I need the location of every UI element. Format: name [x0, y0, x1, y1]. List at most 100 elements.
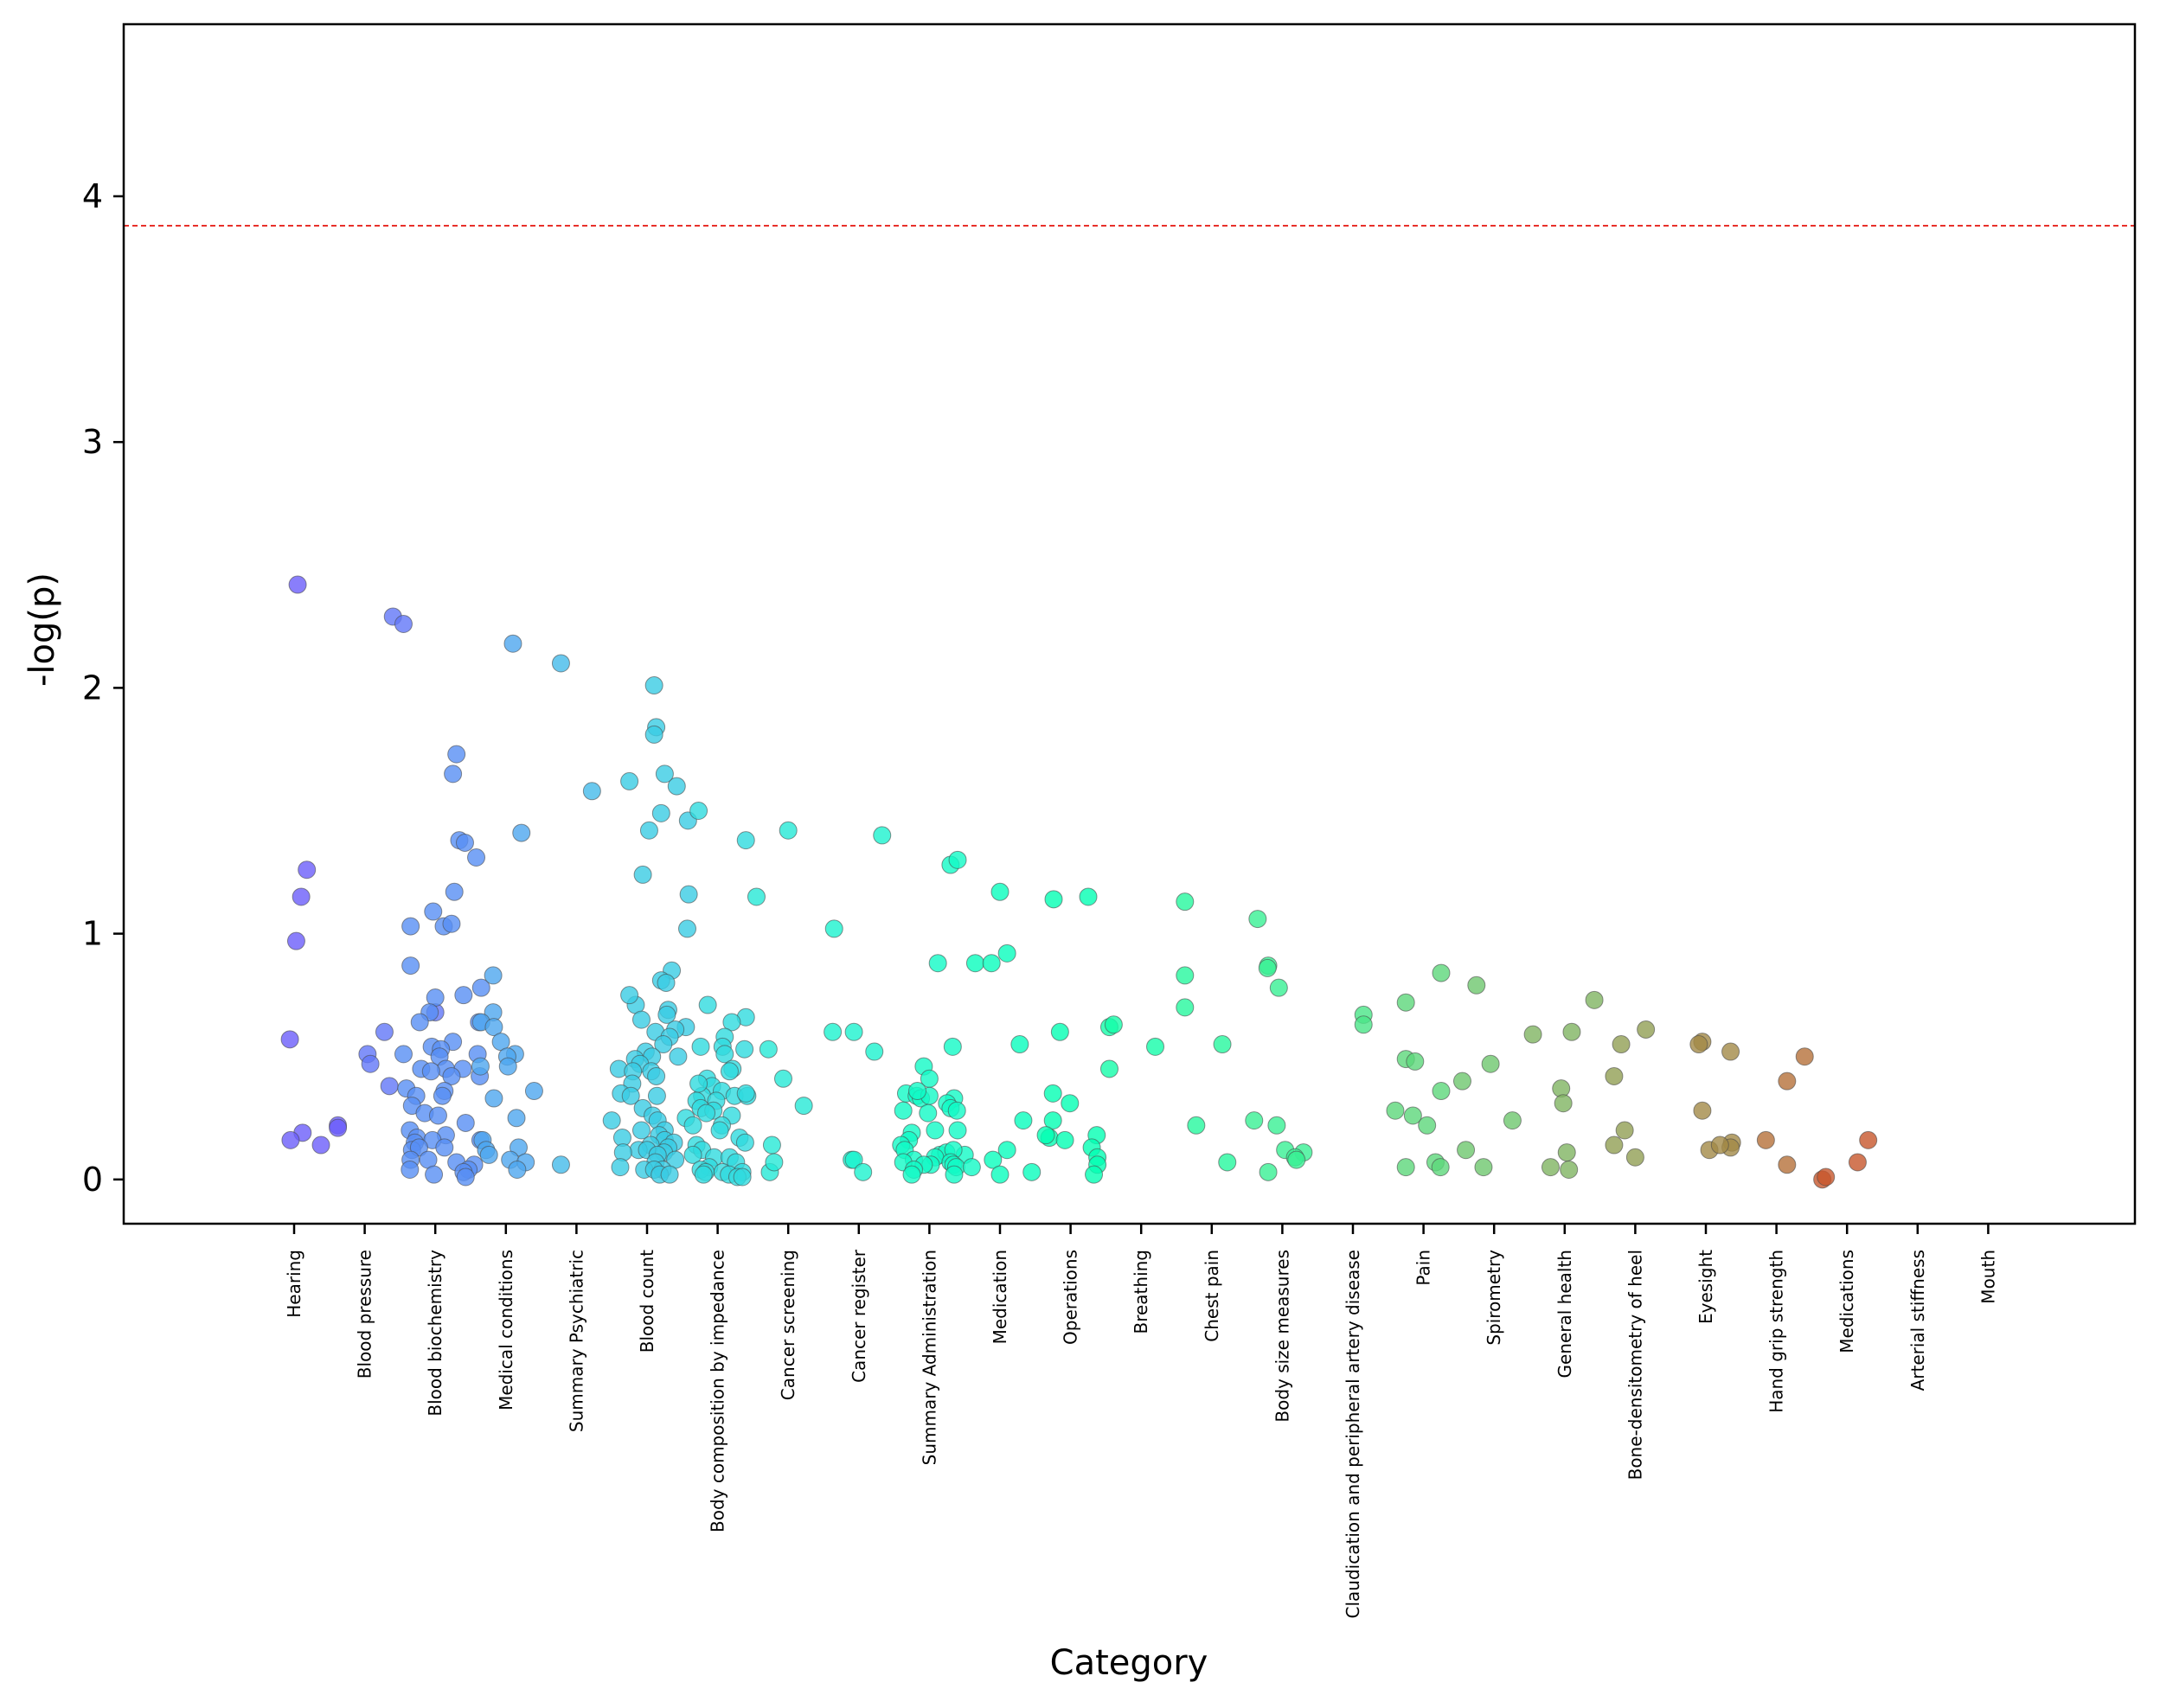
data-point [484, 966, 503, 985]
data-point [435, 1138, 454, 1157]
data-point [683, 1116, 702, 1135]
data-point [736, 1084, 755, 1103]
data-point [1625, 1148, 1644, 1167]
data-point [1418, 1116, 1437, 1135]
data-point [1218, 1153, 1237, 1172]
data-point [1386, 1101, 1405, 1120]
data-point [824, 919, 843, 938]
data-point [644, 725, 663, 744]
x-tick-label: Bone-densitometry of heel [1625, 1250, 1645, 1480]
data-point [657, 1005, 676, 1024]
data-point [660, 1165, 679, 1184]
x-tick-label: Eyesight [1695, 1250, 1716, 1324]
x-axis-label: Category [1050, 1643, 1208, 1683]
data-point [683, 1145, 702, 1164]
x-tick-label: Chest pain [1202, 1250, 1222, 1342]
data-point [962, 1158, 981, 1177]
data-point [997, 1141, 1016, 1160]
data-point [1396, 993, 1415, 1012]
data-point [1721, 1042, 1740, 1061]
data-point [1085, 1165, 1104, 1184]
data-point [410, 1013, 429, 1032]
data-point [1778, 1155, 1797, 1174]
data-point [948, 1121, 967, 1140]
data-point [507, 1109, 526, 1128]
data-point [292, 887, 311, 906]
data-point [639, 821, 658, 840]
data-point [1055, 1130, 1074, 1149]
data-point [508, 1160, 527, 1179]
data-point [428, 1106, 447, 1125]
data-point [982, 954, 1001, 973]
data-point [1099, 1059, 1118, 1078]
data-point [644, 676, 663, 695]
data-point [984, 1150, 1003, 1169]
x-tick-label: Medical conditions [496, 1250, 516, 1411]
data-point [611, 1158, 630, 1177]
data-point [1432, 1082, 1451, 1101]
data-point [401, 1160, 420, 1179]
data-point [1104, 1015, 1123, 1034]
y-tick-label: 1 [82, 915, 103, 953]
data-point [444, 764, 463, 784]
data-point [424, 902, 443, 921]
data-point [1176, 892, 1195, 912]
data-point [1637, 1020, 1656, 1039]
data-point [512, 823, 531, 842]
data-point [1605, 1066, 1624, 1085]
data-point [747, 887, 766, 906]
data-point [678, 919, 697, 938]
data-point [1560, 1160, 1579, 1179]
x-tick-label: Mouth [1977, 1250, 1998, 1304]
data-point [947, 1101, 966, 1120]
data-point [736, 831, 755, 850]
data-point [445, 882, 464, 901]
x-tick-label: Medication [990, 1250, 1010, 1344]
data-point [1287, 1150, 1306, 1169]
data-point [298, 860, 317, 880]
data-point [1756, 1130, 1775, 1149]
data-point [1541, 1158, 1560, 1177]
x-tick-label: Pain [1413, 1250, 1434, 1286]
x-tick-label: Blood pressure [355, 1250, 375, 1379]
x-tick-label: Body composition by impedance [708, 1250, 728, 1532]
x-tick-label: Spirometry [1484, 1250, 1504, 1346]
x-tick-label: Cancer screening [778, 1250, 798, 1400]
data-point [908, 1082, 927, 1101]
data-point [613, 1143, 632, 1162]
data-point [844, 1022, 863, 1041]
data-point [735, 1133, 754, 1152]
data-point [759, 1040, 778, 1059]
data-point [1010, 1035, 1029, 1054]
data-point [965, 954, 984, 973]
x-tick-label: Claudication and peripheral artery disea… [1343, 1250, 1363, 1618]
data-point [456, 1113, 475, 1132]
data-point [1022, 1162, 1042, 1181]
data-point [720, 1062, 739, 1081]
data-point [651, 803, 670, 822]
data-point [311, 1135, 330, 1155]
y-tick-label: 0 [82, 1161, 103, 1199]
data-point [1848, 1153, 1867, 1172]
data-point [394, 1045, 413, 1064]
data-point [762, 1135, 781, 1155]
data-point [621, 1086, 640, 1105]
data-point [669, 1047, 688, 1066]
data-point [1562, 1022, 1581, 1041]
data-point [844, 1150, 863, 1169]
data-point [1259, 1162, 1278, 1181]
x-tick-label: Summary Psychiatric [566, 1250, 586, 1432]
data-point [1176, 966, 1195, 985]
data-point [691, 1037, 710, 1056]
data-point [1605, 1135, 1624, 1155]
data-point [1036, 1126, 1055, 1145]
data-point [926, 1121, 945, 1140]
data-point [471, 978, 490, 997]
data-point [1079, 887, 1098, 906]
data-point [902, 1165, 921, 1184]
data-point [679, 885, 698, 904]
data-point [375, 1022, 394, 1041]
data-point [943, 1037, 962, 1056]
data-point [1050, 1022, 1069, 1041]
